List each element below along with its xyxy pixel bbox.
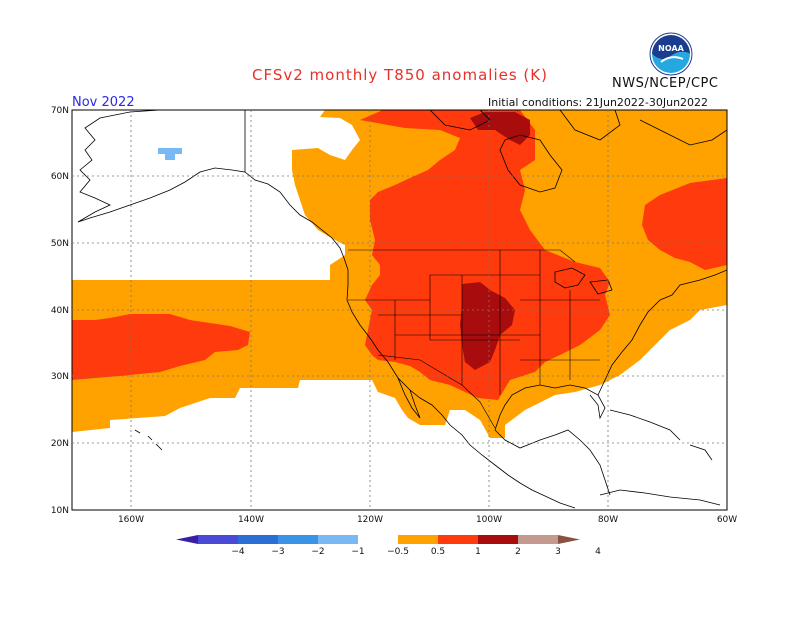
colorbar-label: −2 [311,547,324,557]
colorbar-swatch [358,535,398,544]
colorbar-label: 4 [595,547,601,557]
coastlines [77,110,727,509]
colorbar-swatch [278,535,318,544]
political-borders [348,249,600,429]
lat-label: 40N [51,306,69,316]
colorbar-label: 3 [555,547,561,557]
anomaly-1-to-2-region [72,110,727,400]
colorbar-label: 1 [475,547,481,557]
lon-label: 140W [238,515,264,525]
noaa-logo: NOAA [649,32,693,76]
colorbar-arrow-high [558,535,580,544]
lon-label: 160W [118,515,144,525]
lat-label: 70N [51,106,69,116]
colorbar-label: −4 [231,547,245,557]
latitude-labels: 70N 60N 50N 40N 30N 20N 10N [51,106,69,516]
lon-label: 100W [476,515,502,525]
lon-label: 80W [598,515,618,525]
longitude-labels: 160W 140W 120W 100W 80W 60W [118,515,737,525]
logo-text: NOAA [658,44,684,53]
colorbar-arrow-low [176,535,198,544]
colorbar-swatch [398,535,438,544]
colorbar-swatch [518,535,558,544]
colorbar-label: 0.5 [431,547,445,557]
agency-label: NWS/NCEP/CPC [612,76,719,91]
lon-label: 60W [717,515,737,525]
lat-label: 20N [51,439,69,449]
colorbar: −4 −3 −2 −1 −0.5 0.5 1 2 3 4 [176,535,601,557]
lat-label: 60N [51,172,69,182]
gridlines [72,110,727,510]
anomaly-neg-0-5-region [158,148,182,160]
lat-label: 10N [51,506,69,516]
forecast-month: Nov 2022 [72,95,135,110]
colorbar-swatch [478,535,518,544]
colorbar-label: 2 [515,547,521,557]
map-title: CFSv2 monthly T850 anomalies (K) [252,66,548,84]
lat-label: 30N [51,372,69,382]
lat-label: 50N [51,239,69,249]
colorbar-swatch [438,535,478,544]
initial-conditions: Initial conditions: 21Jun2022-30Jun2022 [488,96,709,109]
colorbar-label: −3 [271,547,284,557]
colorbar-label: −1 [351,547,364,557]
colorbar-swatch [318,535,358,544]
colorbar-swatch [198,535,238,544]
colorbar-swatch [238,535,278,544]
lon-label: 120W [357,515,383,525]
colorbar-label: −0.5 [387,547,409,557]
